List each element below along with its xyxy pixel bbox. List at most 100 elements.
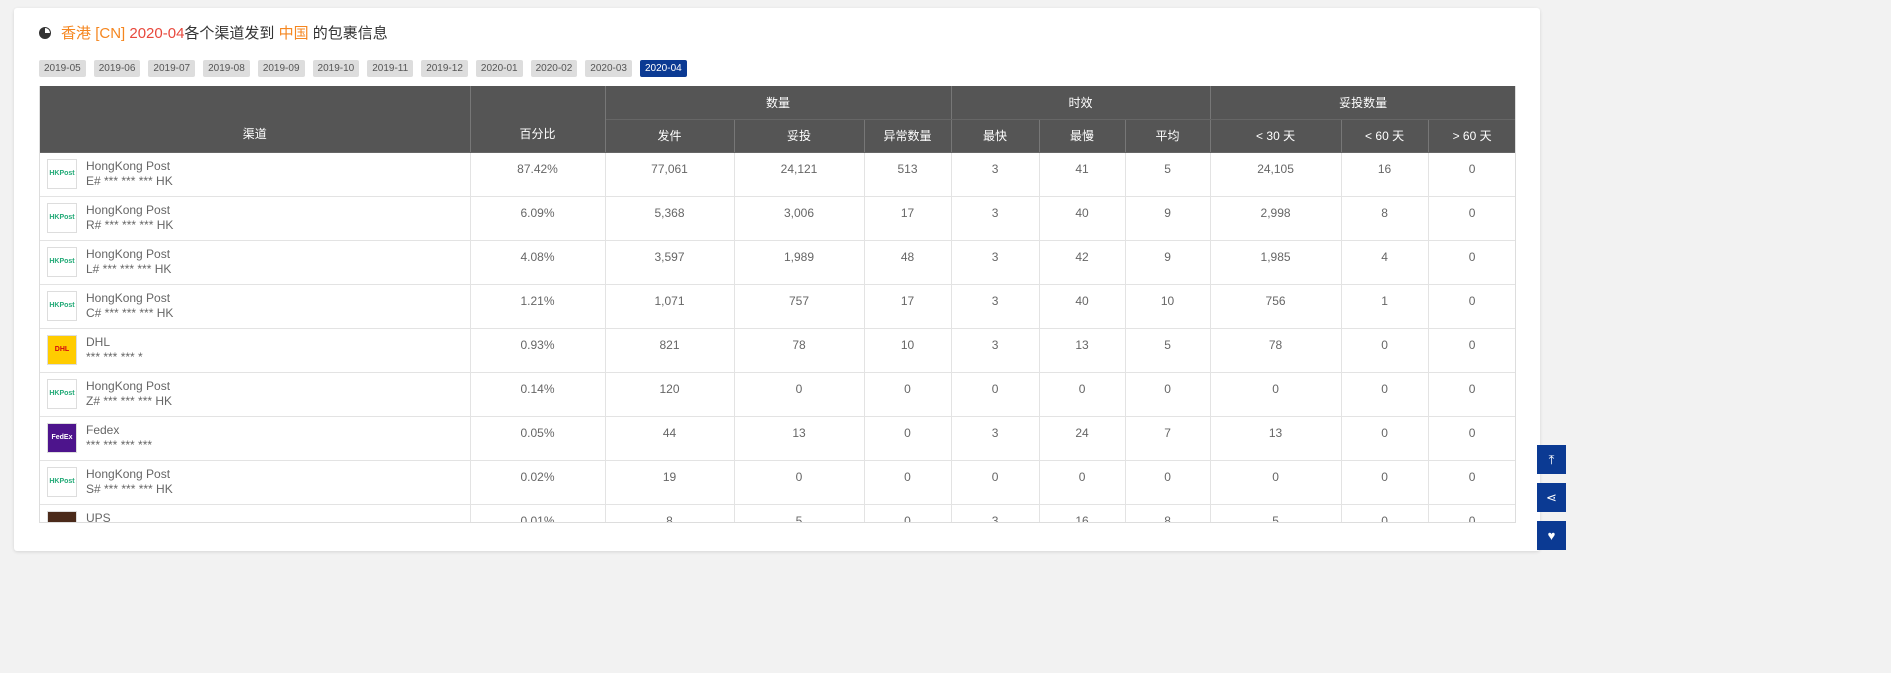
data-cell: 0: [1428, 460, 1515, 505]
data-cell: 1: [1341, 284, 1429, 329]
data-cell: 42: [1039, 240, 1126, 285]
data-cell: 0: [951, 372, 1040, 417]
data-cell: 1,071: [605, 284, 735, 329]
destination: 中国: [278, 25, 309, 42]
channel-name[interactable]: Fedex: [86, 422, 120, 437]
data-cell: 24,121: [734, 152, 865, 197]
channel-name[interactable]: HongKong Post: [86, 466, 171, 481]
data-cell: 8: [1341, 196, 1429, 241]
month-tab[interactable]: 2020-04: [640, 60, 687, 77]
data-cell: 77,061: [605, 152, 735, 197]
parcel-info-card: 香港 [CN] 2020-04各个渠道发到 中国 的包裹信息 2019-05 20…: [14, 8, 1540, 551]
month-tab[interactable]: 2019-09: [257, 60, 305, 77]
data-cell: 1.21%: [470, 284, 606, 329]
subheader: > 60 天: [1428, 119, 1515, 153]
month-tab[interactable]: 2019-08: [203, 60, 250, 77]
channel-name[interactable]: HongKong Post: [86, 290, 171, 305]
channel-name[interactable]: UPS: [86, 510, 111, 523]
data-cell: 16: [1039, 504, 1126, 522]
channel-name[interactable]: HongKong Post: [86, 202, 171, 217]
month-tab[interactable]: 2019-06: [93, 60, 141, 77]
channel-name[interactable]: HongKong Post: [86, 378, 171, 393]
data-cell: 3: [951, 504, 1040, 522]
data-cell: 0: [1428, 504, 1515, 522]
data-cell: 13: [1039, 328, 1126, 373]
month-tab[interactable]: 2019-05: [39, 60, 86, 77]
data-cell: 0: [734, 460, 865, 505]
subheader: 异常数量: [864, 119, 952, 153]
data-cell: 3: [951, 284, 1040, 329]
tracking-pattern: L# *** *** *** HK: [86, 261, 172, 276]
channel-cell: FedEx Fedex *** *** *** ***: [40, 416, 471, 461]
data-cell: 5: [1125, 152, 1211, 197]
channel-name[interactable]: DHL: [86, 334, 111, 349]
data-cell: 3: [951, 328, 1040, 373]
data-cell: 17: [864, 196, 952, 241]
data-cell: 5,368: [605, 196, 735, 241]
channel-cell: HKPost HongKong Post L# *** *** *** HK: [40, 240, 471, 285]
header-delivered: 妥投数量: [1210, 86, 1515, 120]
data-cell: 24: [1039, 416, 1126, 461]
data-cell: 1,989: [734, 240, 865, 285]
data-cell: 10: [1125, 284, 1211, 329]
data-cell: 9: [1125, 196, 1211, 241]
channel-cell: HKPost HongKong Post E# *** *** *** HK: [40, 152, 471, 197]
data-cell: 0: [1341, 416, 1429, 461]
data-cell: 40: [1039, 196, 1126, 241]
month-tab[interactable]: 2019-11: [367, 60, 414, 77]
channel-cell: HKPost HongKong Post C# *** *** *** HK: [40, 284, 471, 329]
heart-icon: ♥: [1547, 528, 1556, 543]
subheader: 最快: [951, 119, 1040, 153]
tracking-pattern: R# *** *** *** HK: [86, 217, 174, 232]
page-title: 香港 [CN] 2020-04各个渠道发到 中国 的包裹信息: [39, 22, 388, 43]
month-tab[interactable]: 2019-07: [148, 60, 196, 77]
data-cell: 24,105: [1210, 152, 1342, 197]
header-percent: 百分比: [470, 86, 606, 153]
channel-name[interactable]: HongKong Post: [86, 246, 171, 261]
data-cell: 1,985: [1210, 240, 1342, 285]
subheader: 妥投: [734, 119, 865, 153]
share-button[interactable]: ⋖: [1537, 483, 1566, 512]
data-cell: 3: [951, 152, 1040, 197]
data-cell: 6.09%: [470, 196, 606, 241]
tracking-pattern: C# *** *** *** HK: [86, 305, 174, 320]
data-cell: 5: [734, 504, 865, 522]
month: 2020-04: [129, 25, 185, 42]
table-row: DHL DHL *** *** *** * 0.93% 821 78 10 3 13 5 78 0 0: [40, 328, 1515, 373]
back-to-top-button[interactable]: ⤒: [1537, 445, 1566, 474]
month-tab[interactable]: 2020-02: [530, 60, 578, 77]
data-cell: 0: [1210, 372, 1342, 417]
channel-table-wrapper: 渠道 百分比 数量 时效 妥投数量 发件 妥投 异常数量 最快 最慢 平均 < 30 天 < …: [39, 86, 1516, 523]
data-cell: 0: [1428, 328, 1515, 373]
data-cell: 4.08%: [470, 240, 606, 285]
channel-name[interactable]: HongKong Post: [86, 158, 171, 173]
data-cell: 0: [1428, 416, 1515, 461]
channel-cell: DHL DHL *** *** *** *: [40, 328, 471, 373]
hkpost-logo-icon: HKPost: [47, 158, 77, 189]
back-to-top-icon: ⤒: [1548, 451, 1555, 467]
data-cell: 0.14%: [470, 372, 606, 417]
data-cell: 48: [864, 240, 952, 285]
data-cell: 0: [951, 460, 1040, 505]
data-cell: 13: [734, 416, 865, 461]
table-row: HKPost HongKong Post E# *** *** *** HK 87.4…: [40, 152, 1515, 197]
origin: 香港: [61, 25, 92, 42]
data-cell: 0.93%: [470, 328, 606, 373]
channel-table: 渠道 百分比 数量 时效 妥投数量 发件 妥投 异常数量 最快 最慢 平均 < 30 天 < …: [40, 86, 1515, 523]
data-cell: 3: [951, 416, 1040, 461]
month-tab[interactable]: 2020-03: [585, 60, 632, 77]
data-cell: 17: [864, 284, 952, 329]
data-cell: 0: [1125, 372, 1211, 417]
month-tab[interactable]: 2020-01: [475, 60, 523, 77]
data-cell: 5: [1125, 328, 1211, 373]
data-cell: 0: [1341, 372, 1429, 417]
table-row: FedEx Fedex *** *** *** *** 0.05% 44 13 0 3 24 7 1…: [40, 416, 1515, 461]
month-tab[interactable]: 2019-12: [421, 60, 468, 77]
data-cell: 8: [1125, 504, 1211, 522]
data-cell: 3,006: [734, 196, 865, 241]
data-cell: 0: [1125, 460, 1211, 505]
data-cell: 0: [734, 372, 865, 417]
heart-button[interactable]: ♥: [1537, 521, 1566, 550]
data-cell: 2,998: [1210, 196, 1342, 241]
month-tab[interactable]: 2019-10: [312, 60, 360, 77]
